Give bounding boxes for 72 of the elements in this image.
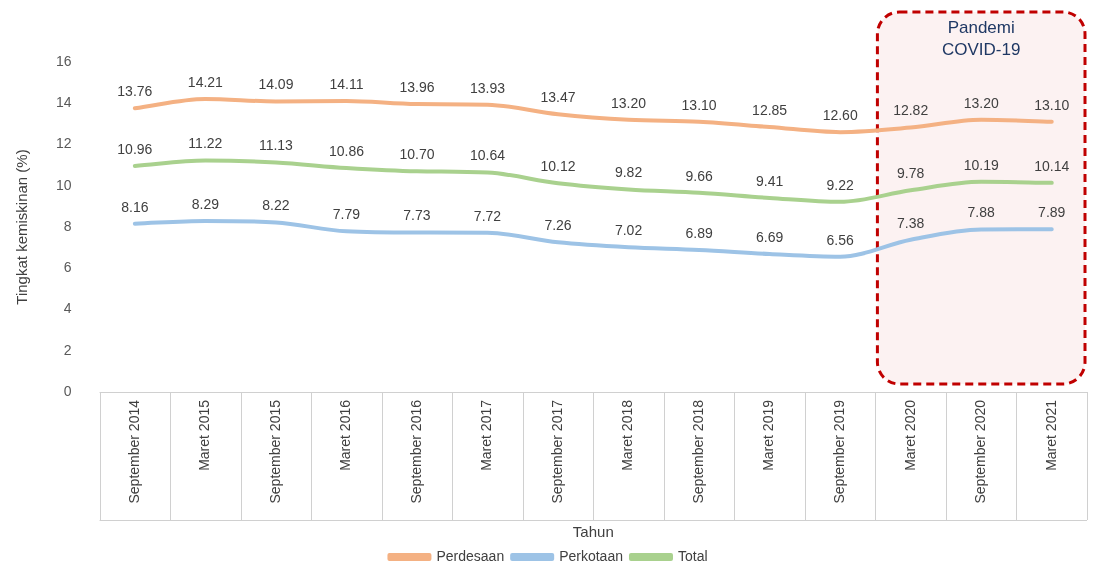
data-label: 12.60: [822, 106, 858, 123]
data-label: 9.41: [755, 172, 784, 189]
y-tick-label: 4: [63, 300, 72, 317]
y-tick-label: 14: [55, 94, 72, 111]
x-tick-label: Maret 2019: [760, 399, 777, 471]
x-tick-label: September 2020: [972, 399, 989, 504]
x-tick-label: September 2018: [689, 399, 706, 504]
x-tick-label: September 2017: [548, 399, 565, 504]
data-label: 7.79: [332, 206, 361, 223]
data-label: 9.82: [614, 164, 643, 181]
data-label: 10.86: [328, 142, 365, 159]
data-label: 8.16: [121, 198, 149, 215]
data-label: 13.20: [611, 94, 647, 111]
x-tick-label: September 2015: [266, 399, 283, 504]
data-label: 14.11: [329, 75, 364, 92]
x-tick-label: Maret 2016: [337, 399, 354, 471]
data-label: 13.93: [469, 79, 506, 96]
x-tick-label: Maret 2015: [196, 399, 213, 471]
data-label: 6.69: [755, 228, 784, 245]
x-tick-label: Maret 2018: [619, 399, 636, 471]
x-tick-label: September 2019: [831, 399, 847, 504]
data-label: 10.96: [117, 140, 153, 157]
y-tick-label: 0: [63, 382, 72, 399]
data-label: 14.21: [187, 73, 224, 90]
data-label: 6.56: [826, 231, 854, 248]
data-label: 13.20: [963, 94, 999, 111]
x-tick-label: September 2016: [407, 399, 424, 504]
line-series: [132, 219, 1054, 259]
data-label: 11.22: [188, 135, 223, 152]
data-label: 10.64: [469, 147, 506, 164]
x-tick-label: September 2014: [125, 399, 142, 504]
legend-label: Perkotaan: [559, 547, 623, 564]
y-tick-label: 2: [63, 341, 72, 358]
data-label: 12.82: [893, 102, 929, 119]
data-label: 7.72: [473, 207, 502, 224]
data-label: 13.76: [117, 83, 153, 100]
data-label: 9.22: [826, 176, 854, 193]
data-label: 10.12: [540, 158, 576, 175]
data-label: 7.38: [897, 214, 925, 231]
y-tick-label: 8: [63, 217, 72, 234]
data-label: 10.19: [963, 156, 999, 173]
data-label: 10.70: [399, 146, 435, 163]
data-label: 7.89: [1038, 204, 1066, 221]
data-label: 7.02: [614, 222, 643, 239]
x-axis-title: Tahun: [572, 523, 614, 541]
data-label: 6.89: [685, 224, 713, 241]
x-tick-label: Maret 2021: [1042, 399, 1059, 471]
y-tick-label: 10: [55, 176, 72, 193]
y-tick-label: 16: [55, 52, 72, 69]
data-label: 13.96: [399, 78, 435, 95]
data-label: 8.22: [262, 197, 290, 214]
data-label: 13.10: [1034, 96, 1070, 113]
data-label: 7.88: [967, 204, 996, 221]
data-label: 8.29: [191, 195, 220, 212]
x-tick-label: Maret 2017: [478, 399, 495, 471]
y-tick-label: 12: [55, 135, 72, 152]
y-tick-label: 6: [63, 259, 72, 276]
data-label: 9.66: [685, 167, 713, 184]
data-label: 9.78: [897, 165, 925, 182]
data-label: 7.73: [403, 207, 431, 224]
legend-label: Perdesaan: [436, 547, 505, 564]
data-label: 11.13: [258, 137, 294, 154]
data-label: 13.47: [540, 89, 576, 106]
data-label: 12.85: [752, 101, 788, 118]
x-tick-label: Maret 2020: [901, 399, 918, 471]
y-axis-title: Tingkat kemiskinan (%): [13, 149, 31, 305]
band-label: Pandemi COVID-19: [941, 18, 1021, 60]
data-label: 14.09: [258, 76, 294, 93]
data-label: 10.14: [1034, 157, 1070, 174]
data-label: 13.10: [681, 96, 717, 113]
data-label: 7.26: [544, 217, 572, 234]
legend-label: Total: [677, 547, 708, 564]
